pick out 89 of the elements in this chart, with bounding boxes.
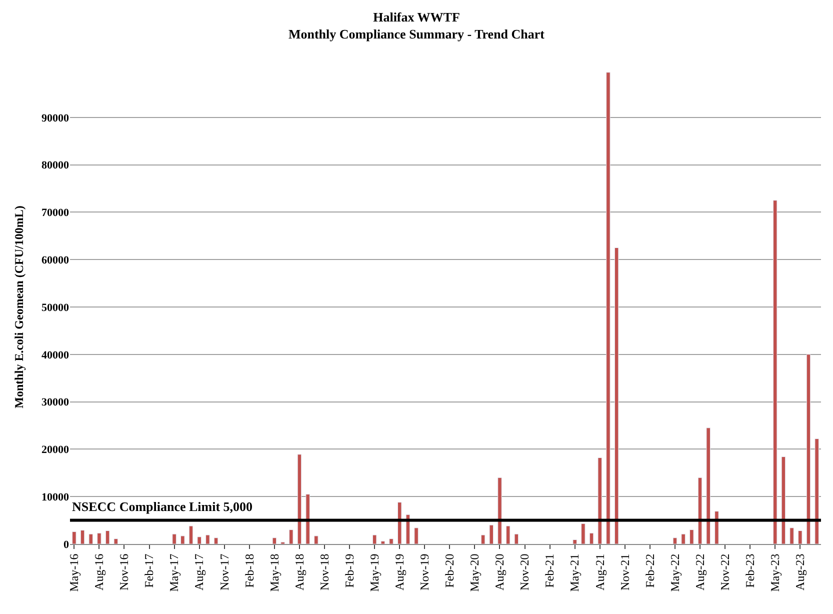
- bar: [772, 200, 778, 544]
- bar: [506, 526, 510, 544]
- y-tick-label: 50000: [42, 302, 70, 314]
- x-tick-label: Nov-20: [518, 554, 532, 590]
- bar: [798, 530, 802, 544]
- x-tick-label: May-22: [668, 554, 682, 592]
- x-tick-label: Feb-17: [142, 554, 156, 588]
- bar: [372, 534, 377, 544]
- bar: [272, 538, 277, 544]
- y-tick-label: 90000: [42, 112, 70, 124]
- bar: [397, 502, 402, 544]
- bar: [814, 438, 819, 544]
- x-tick-label: May-23: [768, 554, 782, 592]
- bar: [606, 72, 610, 544]
- bar: [114, 538, 118, 544]
- y-tick-label: 0: [64, 538, 70, 551]
- bar: [690, 530, 694, 544]
- x-tick-label: Nov-22: [718, 554, 732, 590]
- ref-line-label: NSECC Compliance Limit 5,000: [72, 499, 253, 514]
- bar: [389, 538, 394, 544]
- bar: [180, 536, 185, 544]
- x-tick-label: Aug-20: [492, 554, 507, 590]
- bar: [672, 538, 678, 544]
- y-tick-label: 20000: [42, 444, 70, 456]
- bar: [614, 248, 619, 544]
- x-tick-label: Aug-23: [793, 554, 808, 590]
- bar: [172, 534, 176, 544]
- x-tick-label: Aug-22: [692, 554, 707, 590]
- bar: [572, 539, 577, 544]
- x-tick-label: May-19: [367, 554, 382, 592]
- x-tick-label: Feb-18: [242, 554, 256, 588]
- chart-subtitle: Monthly Compliance Summary - Trend Chart: [288, 26, 546, 42]
- bar: [781, 456, 786, 544]
- bar: [698, 477, 702, 544]
- x-tick-label: Feb-23: [742, 554, 757, 588]
- x-tick-label: Feb-22: [642, 554, 657, 588]
- y-tick-label: 60000: [42, 254, 70, 266]
- x-tick-label: May-18: [267, 554, 282, 592]
- bar: [80, 530, 85, 544]
- bar: [589, 532, 594, 544]
- x-tick-label: Feb-21: [542, 554, 557, 588]
- x-tick-label: Aug-16: [92, 554, 106, 590]
- bar: [514, 534, 519, 544]
- bar: [480, 534, 486, 544]
- bar: [289, 530, 294, 544]
- bar: [380, 540, 386, 544]
- y-tick-label: 70000: [42, 207, 70, 220]
- bar: [105, 530, 110, 544]
- x-tick-label: Nov-19: [418, 554, 432, 590]
- bar: [598, 457, 602, 544]
- x-tick-label: Nov-16: [117, 554, 132, 590]
- x-tick-label: Feb-20: [442, 554, 457, 588]
- x-tick-label: May-21: [568, 554, 582, 592]
- x-tick-label: May-16: [67, 554, 82, 592]
- bar: [681, 534, 686, 544]
- x-tick-label: Feb-19: [342, 554, 356, 588]
- x-tick-label: Aug-19: [392, 554, 407, 590]
- x-tick-label: Aug-21: [592, 554, 607, 590]
- bar: [498, 477, 502, 544]
- bar: [214, 538, 218, 544]
- bar: [806, 354, 811, 544]
- bar: [197, 536, 202, 544]
- bar: [314, 536, 318, 544]
- x-tick-label: May-20: [468, 554, 482, 592]
- bar: [414, 528, 418, 544]
- bar: [88, 534, 93, 544]
- bar: [489, 524, 494, 544]
- y-tick-label: 40000: [42, 349, 70, 362]
- bar: [206, 534, 210, 544]
- x-tick-label: May-17: [167, 554, 182, 592]
- bar: [306, 494, 310, 544]
- x-tick-label: Nov-21: [618, 554, 632, 590]
- x-tick-label: Nov-17: [217, 554, 232, 590]
- chart-title: Halifax WWTF: [373, 9, 460, 24]
- bar: [581, 523, 586, 544]
- x-tick-label: Aug-17: [192, 554, 206, 590]
- bar: [790, 528, 794, 544]
- bar: [97, 532, 102, 544]
- bar: [72, 531, 76, 544]
- x-tick-label: Nov-18: [317, 554, 332, 590]
- bar: [706, 428, 710, 544]
- y-tick-label: 80000: [42, 160, 70, 172]
- bar: [406, 514, 410, 544]
- y-tick-label: 10000: [42, 491, 70, 504]
- bar: [297, 454, 302, 544]
- x-tick-label: Aug-18: [292, 554, 306, 590]
- bar: [188, 526, 194, 544]
- y-tick-label: 30000: [42, 396, 70, 409]
- y-axis-title: Monthly E.coli Geomean (CFU/100mL): [12, 206, 26, 408]
